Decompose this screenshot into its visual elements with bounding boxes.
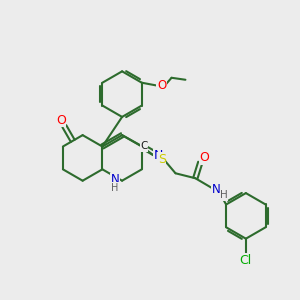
Text: N: N bbox=[154, 149, 164, 162]
Text: H: H bbox=[220, 190, 228, 200]
Text: S: S bbox=[158, 153, 166, 166]
Text: H: H bbox=[112, 183, 119, 193]
Text: C: C bbox=[140, 141, 148, 151]
Text: O: O bbox=[157, 79, 166, 92]
Text: O: O bbox=[56, 114, 66, 127]
Text: N: N bbox=[212, 183, 220, 196]
Text: N: N bbox=[111, 173, 119, 186]
Text: Cl: Cl bbox=[240, 254, 252, 267]
Text: O: O bbox=[199, 151, 209, 164]
